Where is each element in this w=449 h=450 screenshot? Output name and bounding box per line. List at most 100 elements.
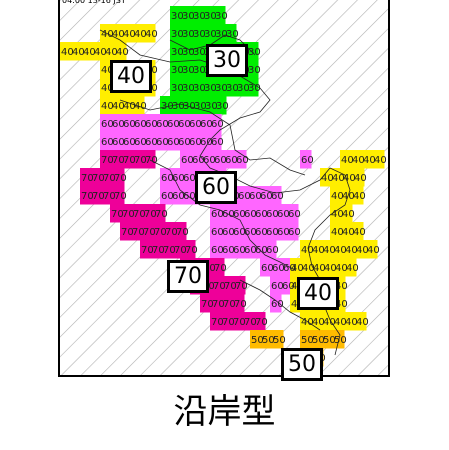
grid-cell [276, 204, 288, 223]
grid-cell-value: 60 [183, 173, 196, 184]
grid-cell-value: 30 [215, 29, 228, 40]
grid-cell-value: 60 [172, 191, 185, 202]
grid-cell [170, 24, 182, 43]
grid-cell [155, 132, 167, 151]
grid-cell-value: 60 [266, 227, 279, 238]
grid-cell [270, 186, 282, 205]
grid-cell-value: 40 [331, 227, 344, 238]
grid-cell-value: 30 [226, 29, 239, 40]
zone-label-70: 70 [167, 260, 209, 293]
grid-cell-value: 70 [213, 281, 226, 292]
grid-cell-value: 30 [193, 83, 206, 94]
grid-cell-value: 60 [271, 191, 284, 202]
grid-cell-value: 40 [312, 245, 325, 256]
grid-cell-value: 60 [134, 119, 147, 130]
grid-cell-value: 60 [233, 245, 246, 256]
grid-cell-value: 40 [101, 29, 114, 40]
grid-cell [344, 312, 356, 331]
grid-cell-value: 70 [185, 245, 198, 256]
grid-cell-value: 70 [176, 227, 189, 238]
grid-cell [133, 132, 145, 151]
grid-cell-value: 60 [233, 209, 246, 220]
grid-cell-value: 60 [112, 137, 125, 148]
grid-cell [181, 6, 193, 25]
grid-cell [171, 168, 183, 187]
grid-cell-value: 60 [211, 209, 224, 220]
grid-cell-value: 70 [174, 245, 187, 256]
grid-cell [175, 222, 187, 241]
grid-cell-value: 60 [167, 119, 180, 130]
grid-cell [111, 96, 123, 115]
grid-cell-value: 40 [123, 29, 136, 40]
grid-cell-value: 30 [193, 65, 206, 76]
grid-cell-value: 40 [374, 155, 387, 166]
grid-cell [330, 186, 342, 205]
grid-cell-value: 40 [323, 245, 336, 256]
grid-cell-value: 40 [334, 317, 347, 328]
grid-cell [271, 258, 283, 277]
grid-cell-value: 60 [161, 191, 174, 202]
grid-cell-value: 60 [178, 119, 191, 130]
border-line [239, 279, 321, 331]
grid-cell-value: 60 [192, 155, 205, 166]
grid-cell [177, 132, 189, 151]
grid-cell-value: 70 [81, 173, 94, 184]
grid-cell [237, 186, 249, 205]
grid-cell [282, 258, 294, 277]
grid-cell-value: 70 [163, 245, 176, 256]
grid-cell [111, 114, 123, 133]
grid-cell [132, 204, 144, 223]
border-line [149, 159, 296, 271]
grid-cell-value: 60 [156, 137, 169, 148]
grid-cell-value: 60 [222, 227, 235, 238]
grid-cell [248, 186, 260, 205]
grid-cell-value: 60 [211, 119, 224, 130]
grid-cell [355, 312, 367, 331]
grid-cell-value: 60 [244, 245, 257, 256]
grid-cell [334, 294, 346, 313]
grid-cell-value: 40 [363, 155, 376, 166]
grid-cell [265, 240, 277, 259]
grid-cell-value: 60 [244, 227, 257, 238]
grid-cell-value: 60 [211, 227, 224, 238]
grid-cell-value: 70 [81, 191, 94, 202]
grid-cell [225, 24, 237, 43]
grid-cell [352, 186, 364, 205]
grid-cell [193, 96, 205, 115]
grid-cell-value: 60 [260, 191, 273, 202]
grid-cell-value: 50 [312, 335, 325, 346]
grid-cell [162, 240, 174, 259]
grid-cell [181, 24, 193, 43]
grid-cell-value: 70 [133, 209, 146, 220]
grid-cell-value: 70 [155, 209, 168, 220]
grid-cell [102, 168, 114, 187]
grid-cell [214, 78, 226, 97]
grid-cell [300, 150, 312, 169]
grid-cell-value: 40 [345, 317, 358, 328]
grid-cell [333, 240, 345, 259]
grid-cell-value: 40 [343, 173, 356, 184]
grid-cell [247, 60, 259, 79]
grid-cell-value: 30 [216, 101, 229, 112]
grid-cell-value: 60 [145, 137, 158, 148]
grid-cell-value: 70 [122, 209, 135, 220]
grid-cell-value: 40 [123, 101, 136, 112]
grid-cell [155, 114, 167, 133]
grid-cell-value: 60 [101, 137, 114, 148]
grid-cell-value: 60 [272, 263, 285, 274]
grid-cell-value: 30 [193, 11, 206, 22]
grid-cell-value: 60 [211, 245, 224, 256]
grid-cell [192, 6, 204, 25]
grid-cell [287, 222, 299, 241]
grid-cell [122, 132, 134, 151]
grid-cell [110, 204, 122, 223]
grid-cell-value: 50 [251, 335, 264, 346]
grid-cell-value: 60 [200, 137, 213, 148]
grid-cell [301, 258, 313, 277]
grid-cell-value: 30 [171, 11, 184, 22]
zone-label-40-east: 40 [297, 277, 339, 310]
grid-cell [133, 24, 145, 43]
grid-cell-value: 60 [283, 263, 296, 274]
grid-cell-value: 70 [101, 155, 114, 166]
grid-cell [180, 150, 192, 169]
